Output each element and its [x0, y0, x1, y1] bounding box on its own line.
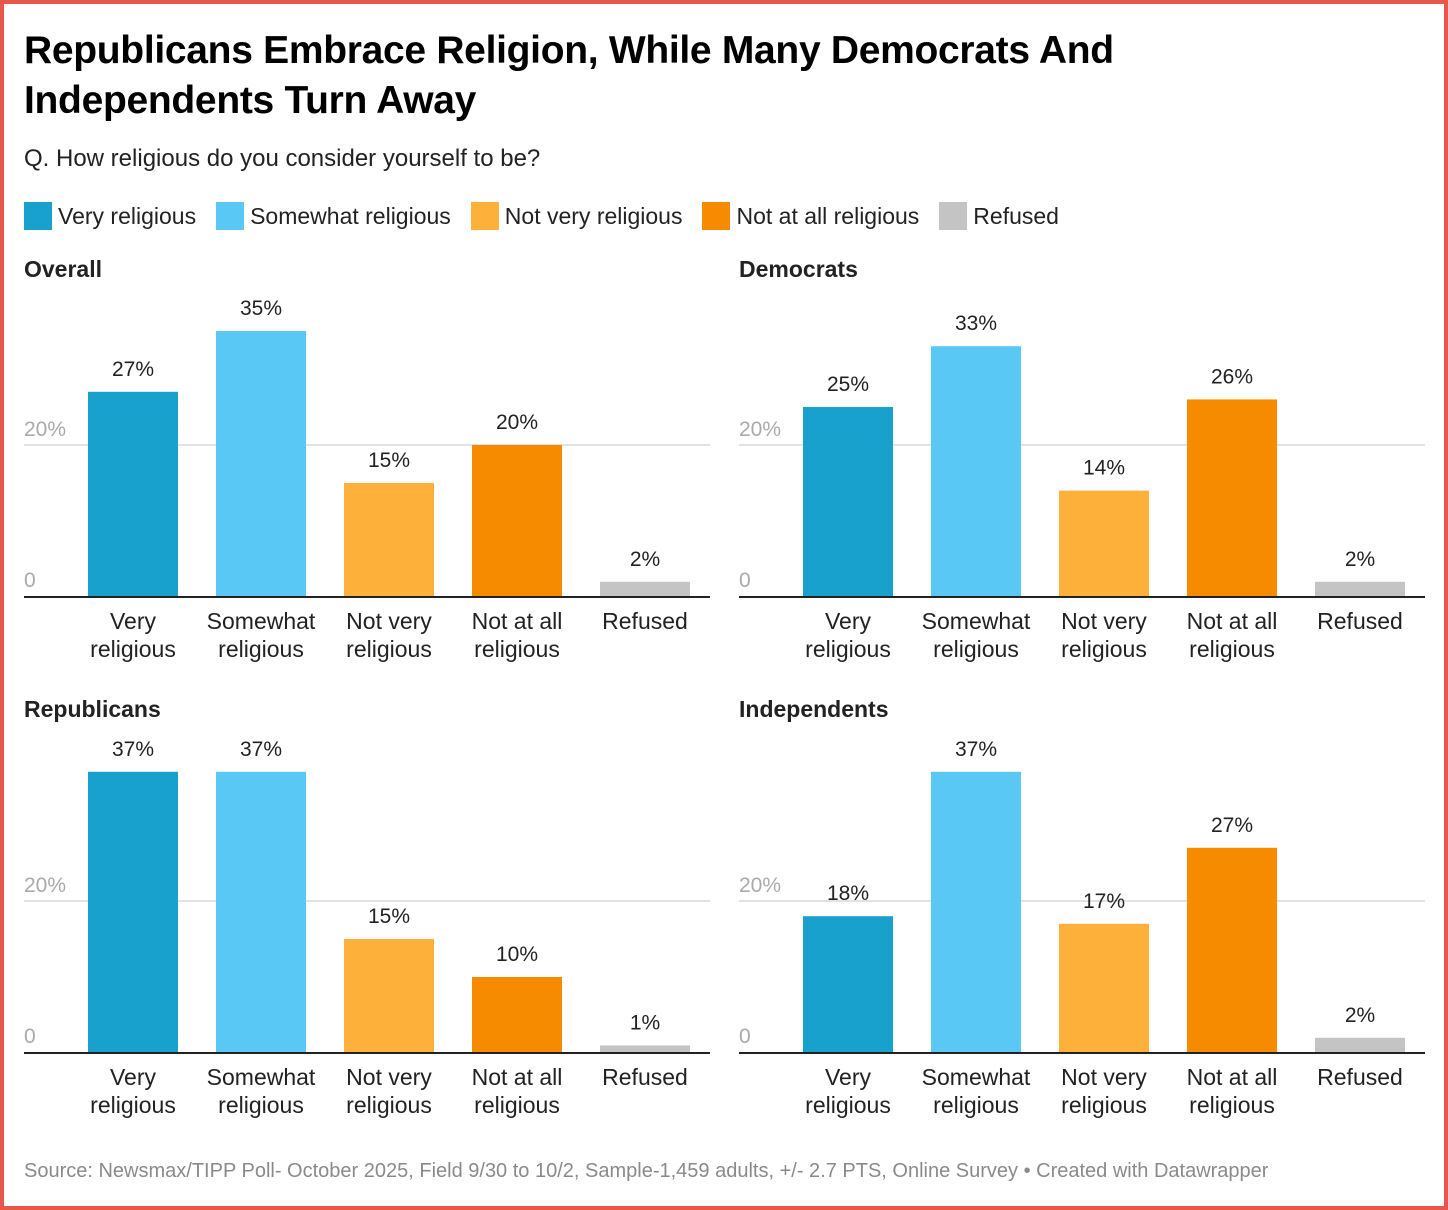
chart-subtitle: Q. How religious do you consider yoursel… [24, 145, 541, 172]
legend-label: Very religious [58, 202, 197, 229]
legend-item-somewhat-religious: Somewhat religious [216, 202, 451, 230]
legend-swatch [470, 202, 499, 230]
legend-item-refused: Refused [939, 202, 1059, 230]
legend-swatch [939, 202, 968, 230]
legend-swatch [216, 202, 245, 230]
legend-label: Refused [973, 202, 1059, 229]
legend-label: Not very religious [504, 202, 683, 229]
panel-title-republicans: Republicans [24, 696, 161, 722]
source-note: Source: Newsmax/TIPP Poll- October 2025,… [24, 1160, 1269, 1182]
legend: Very religious Somewhat religious Not ve… [24, 202, 1079, 230]
legend-label: Not at all religious [736, 202, 920, 229]
legend-item-not-at-all-religious: Not at all religious [702, 202, 919, 230]
panel-title-democrats: Democrats [739, 256, 858, 282]
legend-swatch [24, 202, 52, 230]
legend-item-not-very-religious: Not very religious [470, 202, 683, 230]
legend-label: Somewhat religious [250, 202, 451, 229]
panel-title-overall: Overall [24, 256, 102, 282]
chart-title: Republicans Embrace Religion, While Many… [24, 29, 1114, 122]
legend-swatch [702, 202, 731, 230]
legend-item-very-religious: Very religious [24, 202, 196, 230]
panel-title-independents: Independents [739, 696, 889, 722]
